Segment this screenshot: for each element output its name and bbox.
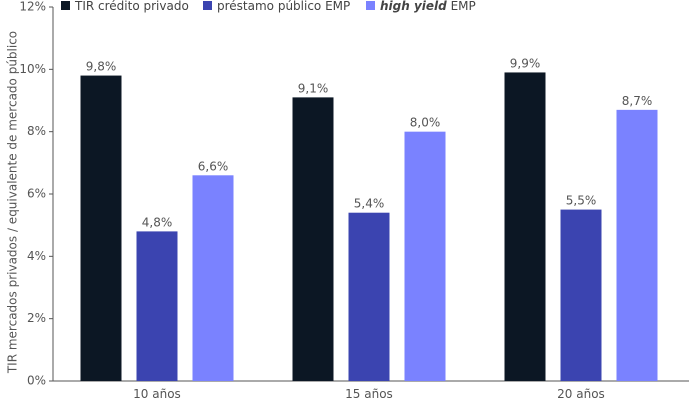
data-label-prestamo-publico-emp-15-anos: 5,4% xyxy=(354,197,385,211)
y-tick-label: 4% xyxy=(27,249,46,263)
x-tick-label: 10 años xyxy=(133,387,181,401)
bar-tir-credito-privado-20-anos xyxy=(504,72,546,381)
x-tick-label: 20 años xyxy=(557,387,605,401)
bar-prestamo-publico-emp-15-anos xyxy=(348,212,390,381)
bar-tir-credito-privado-10-anos xyxy=(80,75,122,382)
bar-high-yield-emp-15-anos xyxy=(404,131,446,381)
x-axis-ticks: 10 años 15 años 20 años xyxy=(133,387,605,401)
legend-swatch-tir-credito-privado xyxy=(61,1,70,10)
legend-swatch-prestamo-publico-emp xyxy=(203,1,212,10)
bar-prestamo-publico-emp-20-anos xyxy=(560,209,602,381)
legend: TIR crédito privado préstamo público EMP… xyxy=(61,0,476,13)
y-tick-label: 12% xyxy=(19,0,46,14)
bar-high-yield-emp-20-anos xyxy=(616,109,658,381)
bar-high-yield-emp-10-anos xyxy=(192,175,234,381)
data-label-high-yield-emp-10-anos: 6,6% xyxy=(198,159,229,173)
legend-swatch-high-yield-emp xyxy=(366,1,375,10)
data-label-tir-credito-privado-20-anos: 9,9% xyxy=(510,56,541,70)
bar-prestamo-publico-emp-10-anos xyxy=(136,231,178,381)
y-tick-label: 0% xyxy=(27,374,46,388)
data-labels: 9,8% 4,8% 6,6% 9,1% 5,4% 8,0% 9,9% 5,5% 8,7% xyxy=(86,56,653,229)
legend-label-prestamo-publico-emp: préstamo público EMP xyxy=(217,0,350,13)
y-tick-label: 10% xyxy=(19,62,46,76)
y-tick-label: 8% xyxy=(27,124,46,138)
data-label-tir-credito-privado-10-anos: 9,8% xyxy=(86,60,117,74)
data-label-tir-credito-privado-15-anos: 9,1% xyxy=(298,81,329,95)
data-label-prestamo-publico-emp-10-anos: 4,8% xyxy=(142,215,173,229)
y-axis-ticks: 0% 2% 4% 6% 8% 10% 12% xyxy=(19,0,53,388)
data-label-high-yield-emp-15-anos: 8,0% xyxy=(410,116,441,130)
legend-label-emp-suffix: EMP xyxy=(447,0,476,13)
data-label-high-yield-emp-20-anos: 8,7% xyxy=(622,94,653,108)
bar-tir-credito-privado-15-anos xyxy=(292,97,334,381)
legend-label-tir-credito-privado: TIR crédito privado xyxy=(74,0,189,13)
x-tick-label: 15 años xyxy=(345,387,393,401)
y-tick-label: 6% xyxy=(27,187,46,201)
data-label-prestamo-publico-emp-20-anos: 5,5% xyxy=(566,194,597,208)
bars xyxy=(80,72,658,382)
y-tick-label: 2% xyxy=(27,311,46,325)
y-axis-label: TIR mercados privados / equivalente de m… xyxy=(6,31,20,374)
legend-label-high-yield: high yield xyxy=(380,0,447,13)
legend-label-high-yield-emp: high yield EMP xyxy=(380,0,476,13)
